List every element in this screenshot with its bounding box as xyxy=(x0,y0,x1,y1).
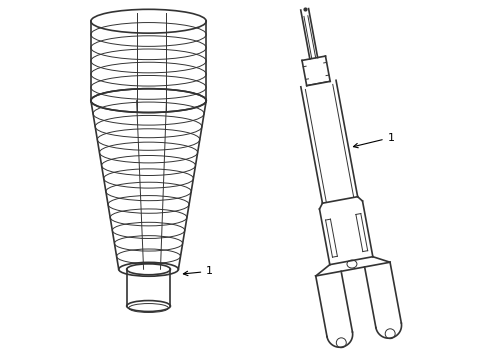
Text: 1: 1 xyxy=(353,132,394,148)
Text: 1: 1 xyxy=(183,266,213,276)
